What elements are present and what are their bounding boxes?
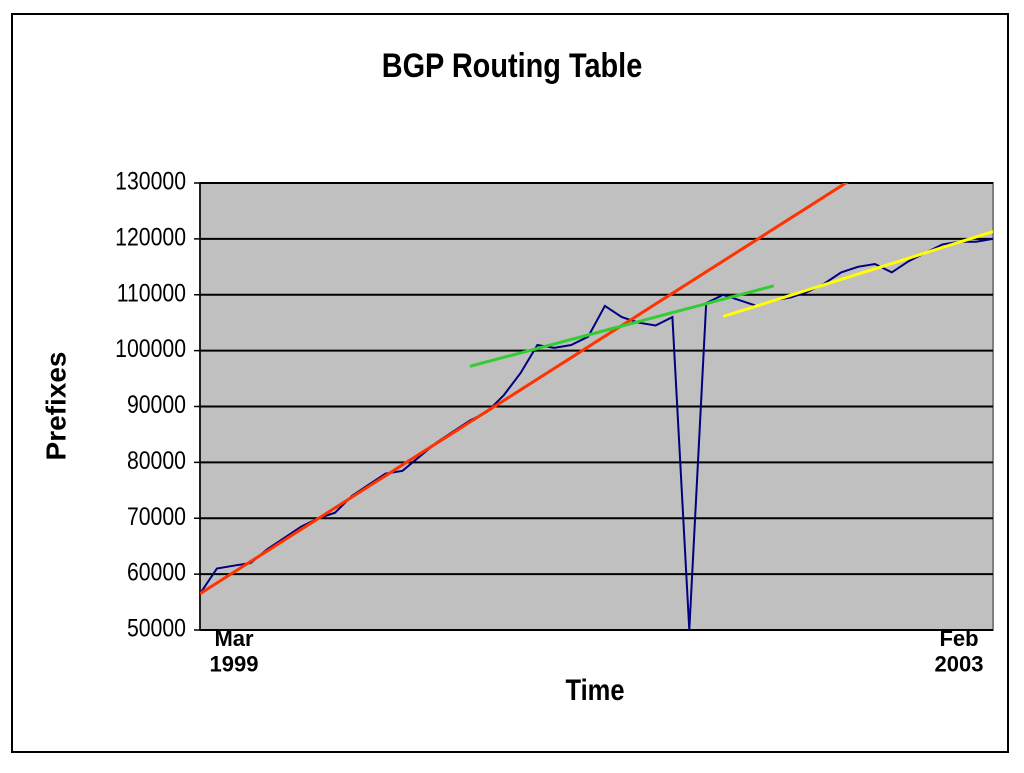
y-tick-label: 120000 <box>115 223 186 251</box>
x-axis-label: Time <box>565 673 624 706</box>
trend-line <box>722 230 993 318</box>
x-tick-label: Mar 1999 <box>210 626 259 676</box>
trend-line <box>200 183 849 595</box>
trend-line <box>469 284 775 368</box>
y-tick-label: 80000 <box>127 446 186 474</box>
y-tick-label: 90000 <box>127 390 186 418</box>
x-tick-label: Feb 2003 <box>935 626 984 676</box>
y-axis-label: Prefixes <box>40 352 71 461</box>
y-tick-label: 130000 <box>115 167 186 195</box>
y-tick-label: 60000 <box>127 558 186 586</box>
y-tick-label: 100000 <box>115 335 186 363</box>
y-tick-label: 110000 <box>117 279 186 307</box>
series-group <box>200 183 993 630</box>
y-tick-label: 50000 <box>127 614 186 642</box>
data-line <box>200 237 993 630</box>
chart-title: BGP Routing Table <box>382 46 643 85</box>
plot-area: 50000 60000 70000 80000 90000 100000 110000 120… <box>115 167 994 676</box>
y-tick-label: 70000 <box>127 502 186 530</box>
